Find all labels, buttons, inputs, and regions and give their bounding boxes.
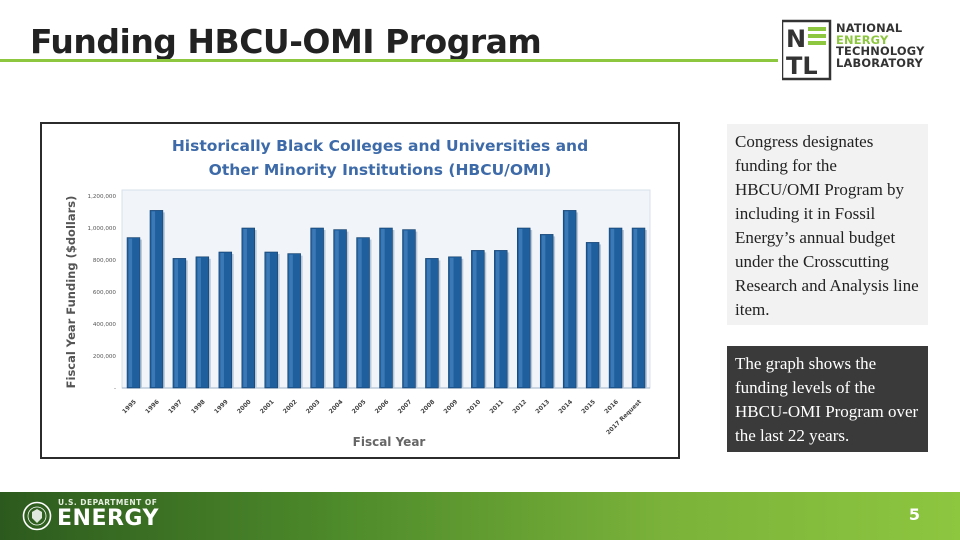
netl-logo: N TL NATIONAL ENERGY TECHNOLOGY LABORATO… [780, 19, 942, 81]
footer-bar: U.S. DEPARTMENT OF ENERGY 5 [0, 492, 960, 540]
svg-text:TL: TL [786, 52, 818, 80]
x-tick-label: 2001 [259, 398, 276, 415]
x-tick-label: 2010 [465, 398, 482, 415]
funding-note: Congress designates funding for the HBCU… [727, 124, 928, 325]
bar-highlight [128, 238, 133, 387]
y-tick-label: 600,000 [93, 290, 117, 296]
x-tick-label: 2002 [282, 398, 299, 415]
bar-highlight [220, 253, 224, 387]
y-tick-label: - [114, 386, 116, 392]
funding-bar-chart: Historically Black Colleges and Universi… [64, 137, 651, 449]
bar-highlight [335, 230, 339, 387]
y-tick-label: 1,000,000 [88, 226, 117, 232]
page-number: 5 [908, 505, 920, 524]
logo-line: ENERGY [836, 32, 889, 47]
bar-highlight [426, 259, 431, 387]
svg-text:N: N [786, 25, 806, 53]
x-tick-label: 2013 [534, 398, 551, 415]
x-tick-label: 2015 [580, 398, 597, 415]
x-tick-label: 2016 [603, 398, 620, 415]
bar-highlight [518, 229, 523, 387]
logo-line: LABORATORY [836, 55, 923, 70]
bar-highlight [495, 251, 500, 387]
y-tick-label: 200,000 [93, 354, 117, 360]
logo-line: TECHNOLOGY [836, 44, 925, 59]
x-tick-label: 1995 [121, 398, 138, 415]
bar-highlight [289, 254, 293, 387]
funding-chart: Historically Black Colleges and Universi… [40, 122, 680, 459]
bar-highlight [564, 211, 569, 387]
x-tick-label: 2008 [420, 398, 437, 415]
doe-seal-icon [22, 501, 52, 531]
x-tick-label: 2000 [236, 398, 253, 415]
x-tick-label: 1996 [144, 398, 161, 415]
bar-highlight [197, 257, 202, 387]
bar-highlight [151, 211, 156, 387]
bar-highlight [610, 229, 615, 387]
bar-highlight [174, 259, 179, 387]
bar-highlight [404, 230, 408, 387]
x-tick-label: 2014 [557, 398, 574, 415]
x-tick-label: 1999 [213, 398, 230, 415]
x-tick-label: 2012 [511, 398, 528, 415]
bar-highlight [381, 229, 385, 387]
logo-line: NATIONAL [836, 21, 903, 35]
bar-highlight [587, 243, 592, 387]
bar-highlight [449, 257, 454, 387]
bar-highlight [243, 229, 247, 387]
bar-highlight [312, 229, 316, 387]
slide-title: Funding HBCU-OMI Program [30, 22, 542, 61]
x-tick-label: 2005 [351, 398, 368, 415]
doe-energy-wordmark: ENERGY [57, 506, 159, 531]
x-tick-label: 2011 [488, 398, 505, 415]
x-axis-label: Fiscal Year [353, 435, 426, 449]
x-tick-label: 1997 [167, 398, 184, 415]
x-tick-label: 2004 [328, 398, 345, 415]
netl-wordmark: NATIONAL ENERGY TECHNOLOGY LABORATORY [836, 21, 925, 70]
x-tick-label: 1998 [190, 398, 207, 415]
bar-highlight [358, 238, 362, 387]
doe-department-label: U.S. DEPARTMENT OF [58, 498, 158, 507]
x-tick-label: 2006 [374, 398, 391, 415]
x-tick-label: 2007 [397, 398, 414, 415]
y-axis-label: Fiscal Year Funding ($dollars) [64, 196, 78, 389]
bar-highlight [633, 229, 638, 387]
bar-highlight [266, 253, 270, 387]
bar-highlight [472, 251, 477, 387]
title-underline [0, 59, 778, 62]
x-tick-label: 2003 [305, 398, 322, 415]
y-tick-label: 400,000 [93, 322, 117, 328]
chart-title-line: Historically Black Colleges and Universi… [172, 137, 588, 155]
graph-summary: The graph shows the funding levels of th… [727, 346, 928, 452]
y-tick-label: 800,000 [93, 258, 117, 264]
x-tick-label: 2009 [443, 398, 460, 415]
bar-highlight [541, 235, 546, 387]
chart-title-line: Other Minority Institutions (HBCU/OMI) [209, 161, 552, 179]
y-tick-label: 1,200,000 [88, 194, 117, 200]
netl-mark-icon: N TL [780, 19, 832, 81]
